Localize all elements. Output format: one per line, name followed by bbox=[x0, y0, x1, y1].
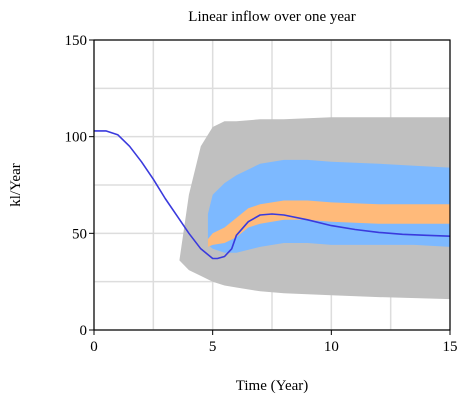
x-axis-label: Time (Year) bbox=[236, 378, 309, 394]
uncertainty-bands bbox=[179, 117, 450, 300]
x-tick-label: 15 bbox=[443, 339, 458, 355]
x-tick-label: 10 bbox=[324, 339, 339, 355]
y-tick-label: 150 bbox=[65, 33, 88, 49]
x-tick-label: 0 bbox=[90, 339, 98, 355]
y-axis-label: kl/Year bbox=[8, 163, 24, 206]
y-axis-ticks: 0 50 100 150 bbox=[65, 33, 94, 339]
y-tick-label: 50 bbox=[72, 226, 87, 242]
plot-frame bbox=[93, 39, 451, 331]
band-inner bbox=[207, 200, 450, 247]
y-tick-label: 100 bbox=[65, 130, 88, 146]
x-tick-label: 5 bbox=[209, 339, 217, 355]
series-line-0 bbox=[94, 130, 451, 260]
y-tick-label: 0 bbox=[80, 323, 88, 339]
x-axis-ticks: 0 5 10 15 bbox=[90, 330, 458, 355]
series-lines bbox=[94, 130, 451, 260]
plot-area bbox=[93, 39, 451, 331]
chart-title: Linear inflow over one year bbox=[188, 9, 355, 25]
